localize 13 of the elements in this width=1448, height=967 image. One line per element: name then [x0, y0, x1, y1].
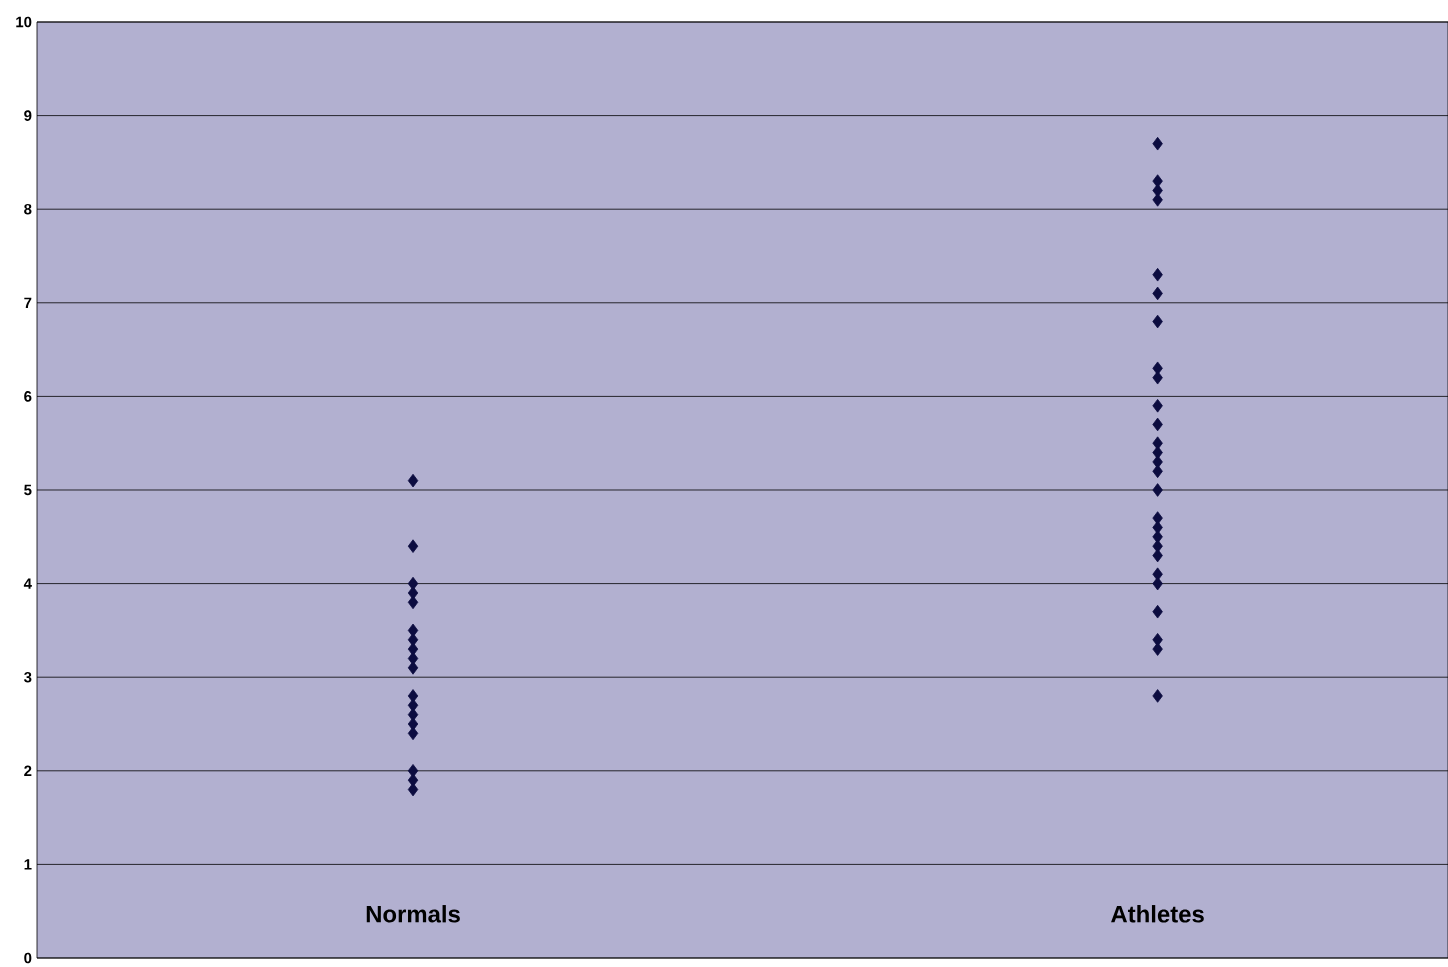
x-tick-label: Athletes [1111, 905, 1204, 923]
y-tick-label: 7 [24, 297, 32, 308]
y-tick-label: 0 [24, 952, 32, 964]
y-tick-label: 9 [24, 110, 32, 121]
y-tick-label: 5 [24, 484, 32, 496]
y-tick-label: 1 [24, 859, 32, 870]
y-tick-label: 6 [24, 391, 32, 402]
x-tick-label: Normals [366, 905, 460, 923]
y-tick-label: 2 [24, 765, 32, 777]
y-tick-label: 4 [23, 578, 32, 589]
y-tick-label: 8 [24, 203, 32, 215]
y-tick-label: 3 [23, 671, 32, 683]
y-tick-label: 10 [16, 16, 32, 28]
